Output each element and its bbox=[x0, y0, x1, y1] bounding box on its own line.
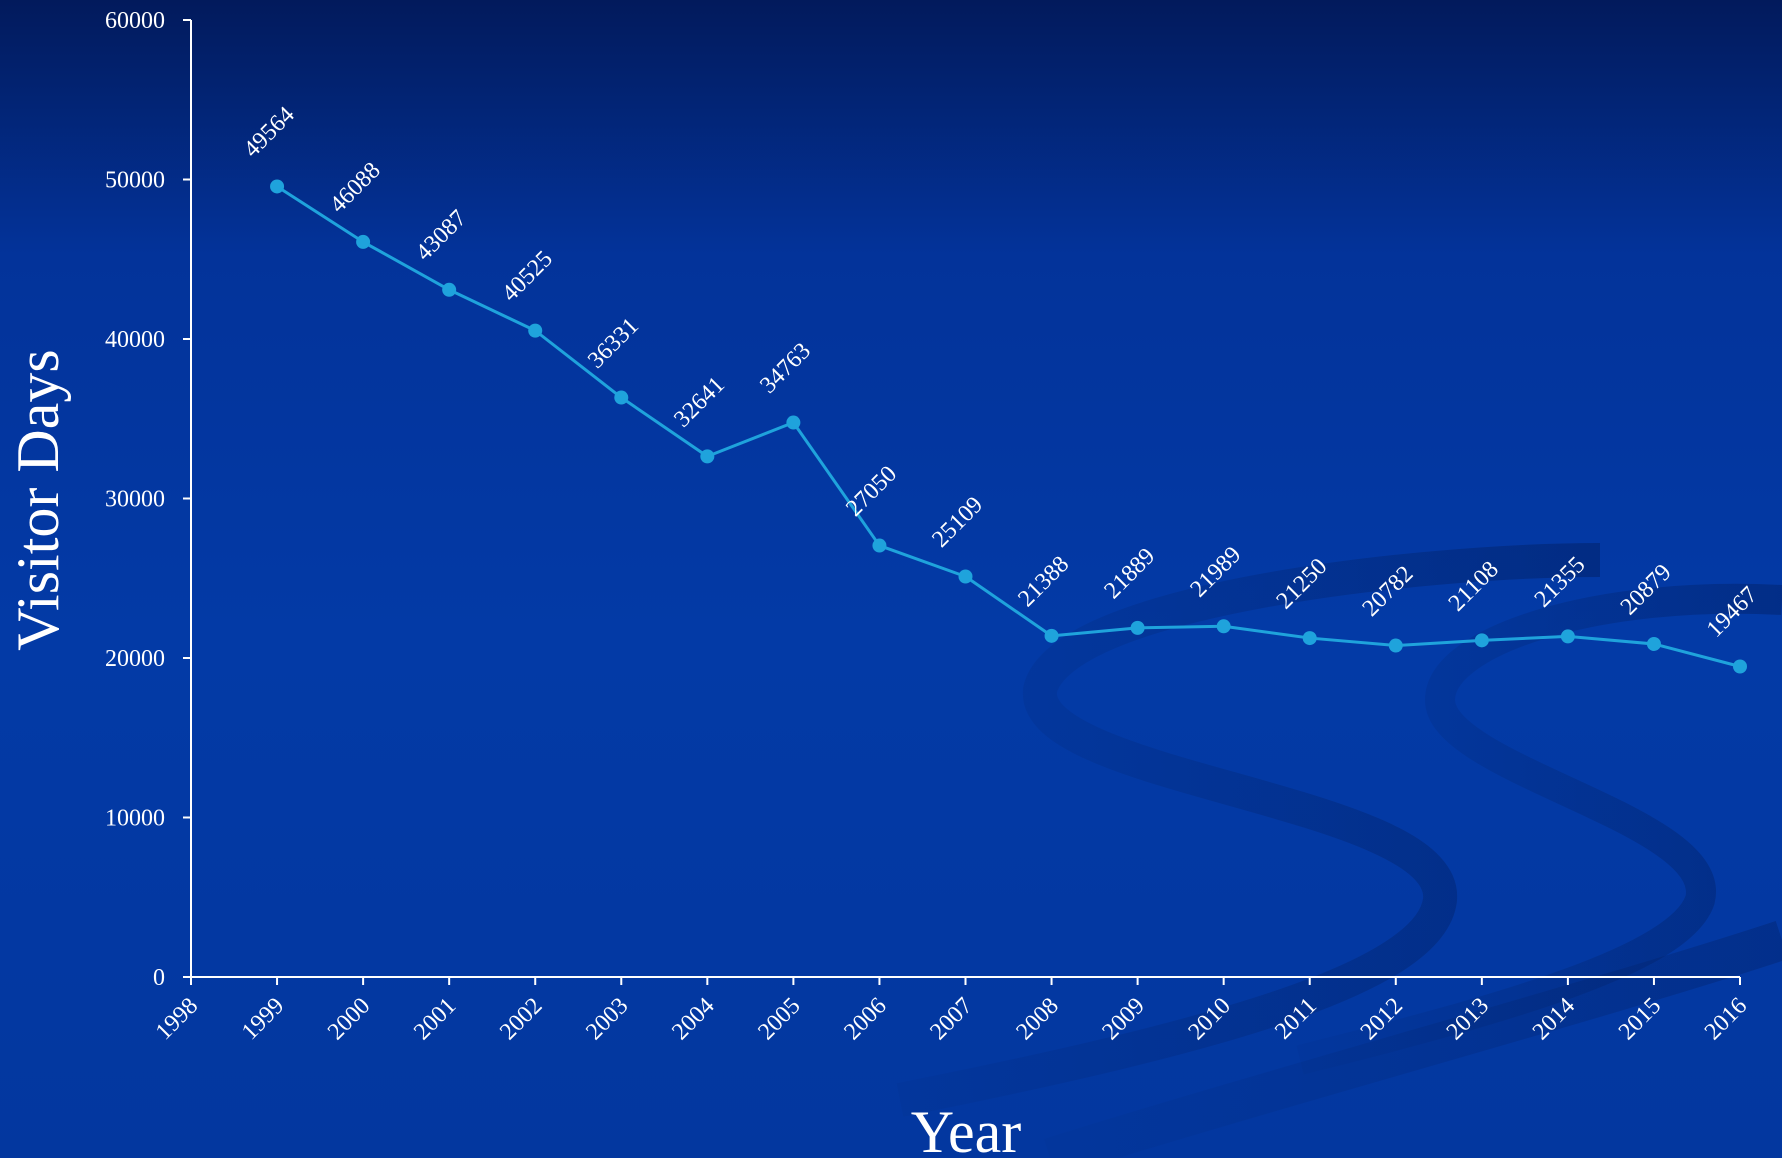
data-point bbox=[1474, 633, 1489, 648]
y-tick-label: 50000 bbox=[105, 168, 165, 194]
y-tick-label: 40000 bbox=[105, 327, 165, 353]
y-axis-title: Visitor Days bbox=[5, 349, 71, 650]
x-tick-label: 1999 bbox=[237, 993, 289, 1045]
data-point bbox=[1388, 638, 1403, 653]
data-label: 25109 bbox=[927, 492, 988, 553]
background-swirl bbox=[896, 543, 1782, 1158]
y-tick-label: 0 bbox=[153, 965, 165, 991]
y-tick-label: 20000 bbox=[105, 646, 165, 672]
data-point bbox=[356, 234, 371, 249]
x-tick-label: 2008 bbox=[1011, 993, 1063, 1045]
y-ticks: 0 10000 20000 30000 40000 50000 60000 bbox=[105, 8, 191, 991]
x-tick-label: 2004 bbox=[667, 993, 719, 1045]
x-axis-title: Year bbox=[911, 1099, 1022, 1158]
data-label: 32641 bbox=[669, 372, 730, 433]
data-label: 40525 bbox=[497, 246, 558, 307]
data-point bbox=[786, 415, 801, 430]
x-tick-label: 2001 bbox=[409, 993, 461, 1045]
x-tick-label: 2016 bbox=[1700, 993, 1752, 1045]
data-label: 43087 bbox=[411, 205, 472, 266]
series-layer: 49564 46088 43087 40525 36331 32641 34763 27050… bbox=[239, 102, 1763, 674]
data-point bbox=[442, 282, 457, 297]
x-tick-label: 1998 bbox=[151, 993, 203, 1045]
data-label: 34763 bbox=[755, 338, 816, 399]
x-tick-label: 2006 bbox=[839, 993, 891, 1045]
y-tick-label: 30000 bbox=[105, 487, 165, 513]
data-label: 21889 bbox=[1099, 543, 1160, 604]
data-point bbox=[872, 538, 887, 553]
data-point bbox=[614, 390, 629, 405]
data-point bbox=[528, 323, 543, 338]
data-point bbox=[958, 569, 973, 584]
y-tick-label: 60000 bbox=[105, 8, 165, 34]
y-tick-label: 10000 bbox=[105, 806, 165, 832]
data-point bbox=[1216, 619, 1231, 634]
x-tick-label: 2000 bbox=[323, 993, 375, 1045]
data-label: 21388 bbox=[1013, 551, 1074, 612]
x-tick-label: 2003 bbox=[581, 993, 633, 1045]
series-line bbox=[276, 185, 1741, 668]
data-label: 49564 bbox=[239, 102, 300, 163]
x-tick-label: 2005 bbox=[753, 993, 805, 1045]
x-tick-label: 2002 bbox=[495, 993, 547, 1045]
data-label: 27050 bbox=[841, 461, 902, 522]
data-point bbox=[1044, 628, 1059, 643]
data-point bbox=[1560, 629, 1575, 644]
data-point bbox=[1733, 659, 1747, 674]
data-point bbox=[1130, 620, 1145, 635]
data-point bbox=[270, 179, 285, 194]
data-point bbox=[1646, 636, 1661, 651]
data-label: 36331 bbox=[583, 313, 644, 374]
data-point bbox=[700, 449, 715, 464]
data-label: 46088 bbox=[325, 157, 386, 218]
data-point bbox=[1302, 631, 1317, 646]
x-tick-label: 2007 bbox=[925, 993, 977, 1045]
